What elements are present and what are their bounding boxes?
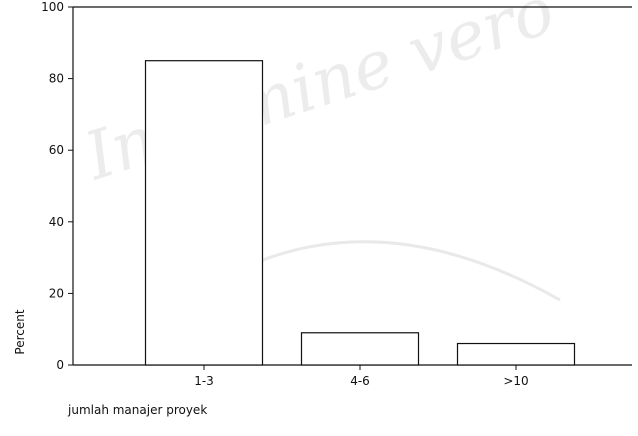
plot-area: 0 20 40 60 80 100 1-3 4-6 >10 [41,0,632,388]
y-axis-label: Percent [13,309,27,355]
y-tick-label: 60 [49,143,64,157]
bars [144,60,576,366]
y-tick-label: 20 [49,286,64,300]
bar->10 [456,342,576,366]
y-tick-label: 40 [49,215,64,229]
x-tick-label: 1-3 [194,374,214,388]
x-ticks: 1-3 4-6 >10 [194,365,529,388]
x-tick-label: >10 [503,374,528,388]
x-tick-label: 4-6 [350,374,370,388]
bar-4-6 [300,332,420,366]
y-tick-label: 80 [49,72,64,86]
bar-1-3 [144,60,264,366]
y-tick-label: 100 [41,0,64,14]
y-tick-label: 0 [56,358,64,372]
y-ticks: 0 20 40 60 80 100 [41,0,73,372]
x-axis-label: jumlah manajer proyek [68,403,208,417]
